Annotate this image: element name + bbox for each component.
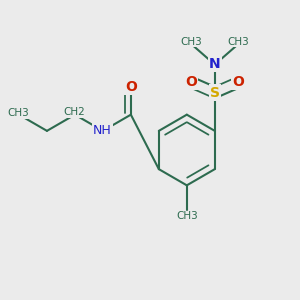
Text: N: N (209, 57, 220, 71)
Text: CH3: CH3 (176, 211, 198, 221)
Text: CH3: CH3 (227, 37, 249, 46)
Text: S: S (210, 85, 220, 100)
Text: O: O (185, 75, 197, 89)
Text: CH2: CH2 (63, 107, 85, 117)
Text: NH: NH (93, 124, 112, 137)
Text: CH3: CH3 (180, 37, 202, 46)
Text: O: O (232, 75, 244, 89)
Text: O: O (125, 80, 137, 94)
Text: CH3: CH3 (7, 108, 29, 118)
